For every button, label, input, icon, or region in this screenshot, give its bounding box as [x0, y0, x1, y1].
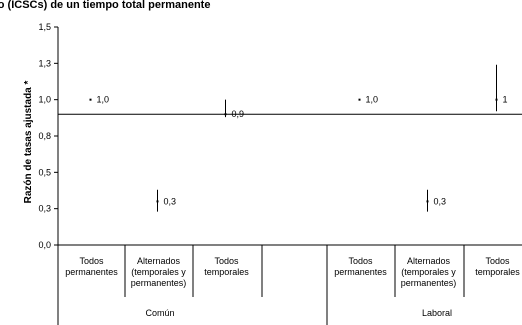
- chart-title: cto (ICSCs) de un tiempo total permanent…: [0, 0, 210, 11]
- marks: 1,0 0,3 0,9 1,0 0,3 1: [89, 64, 508, 212]
- category-label: permanentes): [401, 278, 457, 288]
- category-label: Todos: [485, 256, 510, 266]
- y-tick-label: 1,5: [38, 22, 51, 32]
- group-label: Laboral: [422, 308, 452, 318]
- category-label: temporales: [204, 267, 249, 277]
- y-tick-label: 1,0: [38, 95, 51, 105]
- data-label: 1,0: [97, 95, 110, 105]
- category-label: Alternados: [407, 256, 451, 266]
- data-label: 1,0: [366, 95, 379, 105]
- y-tick-label: 0,0: [38, 240, 51, 250]
- point-marker: [224, 113, 227, 116]
- category-label: permanentes): [131, 278, 187, 288]
- data-label: 0,3: [164, 196, 177, 206]
- group-label: Común: [145, 308, 174, 318]
- axes: 0,0 0,3 0,5 0,8 1,0 1,3 1,5 Razón de tasas ajus…: [23, 22, 522, 325]
- category-label: temporales: [475, 267, 520, 277]
- point-marker: [89, 98, 92, 101]
- data-label: 0,9: [232, 109, 245, 119]
- y-tick-label: 0,3: [38, 204, 51, 214]
- y-tick-label: 0,8: [38, 131, 51, 141]
- point-marker: [156, 200, 159, 203]
- category-label: Alternados: [137, 256, 181, 266]
- category-label: permanentes: [334, 267, 387, 277]
- category-label: Todos: [79, 256, 104, 266]
- y-tick-label: 0,5: [38, 167, 51, 177]
- category-label: (temporales y: [401, 267, 456, 277]
- data-label: 1: [503, 95, 508, 105]
- point-marker: [426, 200, 429, 203]
- point-marker: [495, 98, 498, 101]
- category-label: Todos: [214, 256, 239, 266]
- category-label: permanentes: [65, 267, 118, 277]
- y-tick-label: 1,3: [38, 58, 51, 68]
- point-marker: [358, 98, 361, 101]
- category-label: Todos: [348, 256, 373, 266]
- data-label: 0,3: [434, 196, 447, 206]
- category-label: (temporales y: [131, 267, 186, 277]
- y-axis-label: Razón de tasas ajustada *: [23, 80, 34, 203]
